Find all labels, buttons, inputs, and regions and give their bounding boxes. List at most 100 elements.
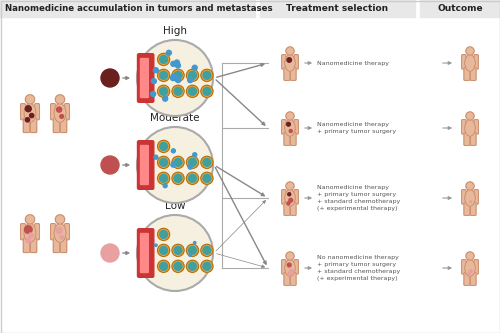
Circle shape [186, 244, 198, 256]
FancyBboxPatch shape [464, 202, 469, 215]
Text: Nanomedicine therapy
+ primary tumor surgery: Nanomedicine therapy + primary tumor sur… [317, 122, 396, 134]
Circle shape [101, 156, 119, 174]
Circle shape [286, 47, 294, 55]
Circle shape [192, 153, 196, 157]
Circle shape [288, 263, 291, 267]
Circle shape [174, 60, 180, 65]
Circle shape [26, 238, 30, 243]
Circle shape [172, 156, 184, 168]
FancyBboxPatch shape [282, 120, 286, 134]
Ellipse shape [465, 120, 475, 136]
Text: Nanomedicine therapy: Nanomedicine therapy [317, 61, 389, 66]
FancyBboxPatch shape [282, 260, 286, 274]
Circle shape [289, 269, 294, 274]
Circle shape [203, 174, 211, 182]
Circle shape [203, 262, 211, 270]
Circle shape [286, 182, 294, 190]
Circle shape [56, 95, 64, 104]
Circle shape [289, 130, 292, 133]
Circle shape [188, 71, 196, 79]
Circle shape [158, 260, 170, 272]
Circle shape [160, 230, 168, 238]
Circle shape [188, 165, 192, 169]
FancyBboxPatch shape [462, 190, 466, 204]
Circle shape [154, 155, 158, 159]
Circle shape [203, 87, 211, 95]
FancyBboxPatch shape [288, 256, 292, 261]
Circle shape [203, 246, 211, 254]
Circle shape [186, 85, 198, 97]
Circle shape [176, 63, 180, 68]
FancyBboxPatch shape [468, 117, 472, 121]
FancyBboxPatch shape [288, 186, 292, 191]
FancyBboxPatch shape [294, 120, 298, 134]
Ellipse shape [285, 120, 295, 136]
FancyBboxPatch shape [294, 55, 298, 69]
Circle shape [286, 122, 290, 126]
Ellipse shape [285, 260, 295, 276]
FancyBboxPatch shape [468, 186, 472, 191]
Circle shape [188, 262, 196, 270]
FancyBboxPatch shape [140, 59, 148, 98]
FancyBboxPatch shape [50, 104, 56, 120]
Circle shape [173, 76, 178, 81]
Circle shape [160, 159, 168, 166]
Circle shape [286, 252, 294, 260]
Circle shape [194, 241, 196, 244]
Text: High: High [163, 26, 187, 36]
Circle shape [188, 159, 196, 166]
Circle shape [289, 198, 292, 202]
Text: Nanomedicine accumulation in tumors and metastases: Nanomedicine accumulation in tumors and … [5, 4, 272, 13]
Circle shape [201, 172, 213, 184]
Circle shape [186, 172, 198, 184]
Circle shape [158, 244, 170, 256]
FancyBboxPatch shape [282, 55, 286, 69]
Ellipse shape [24, 104, 36, 122]
Circle shape [154, 244, 157, 246]
FancyBboxPatch shape [474, 190, 478, 204]
FancyBboxPatch shape [50, 224, 56, 240]
Ellipse shape [285, 190, 295, 206]
Ellipse shape [54, 104, 66, 122]
Circle shape [174, 174, 182, 182]
FancyBboxPatch shape [23, 238, 30, 252]
Circle shape [26, 215, 35, 224]
FancyBboxPatch shape [468, 256, 472, 261]
FancyBboxPatch shape [288, 117, 292, 121]
Text: Moderate: Moderate [150, 113, 200, 123]
FancyBboxPatch shape [468, 52, 472, 56]
FancyBboxPatch shape [464, 68, 469, 80]
FancyBboxPatch shape [284, 272, 290, 285]
Circle shape [24, 226, 32, 233]
Circle shape [160, 71, 168, 79]
FancyBboxPatch shape [138, 141, 154, 189]
Circle shape [171, 61, 176, 66]
Circle shape [201, 244, 213, 256]
Circle shape [466, 182, 474, 190]
FancyBboxPatch shape [290, 68, 296, 80]
FancyBboxPatch shape [140, 233, 148, 272]
Circle shape [174, 262, 182, 270]
Circle shape [172, 260, 184, 272]
Ellipse shape [54, 224, 66, 242]
Ellipse shape [285, 55, 295, 71]
FancyBboxPatch shape [284, 133, 290, 145]
Circle shape [158, 69, 170, 82]
Text: Low: Low [165, 201, 185, 211]
Text: Outcome: Outcome [437, 4, 483, 13]
Circle shape [56, 227, 62, 233]
FancyBboxPatch shape [290, 202, 296, 215]
Circle shape [158, 172, 170, 184]
FancyBboxPatch shape [288, 52, 292, 56]
Circle shape [166, 50, 172, 55]
Circle shape [466, 252, 474, 260]
Circle shape [158, 140, 170, 153]
Circle shape [203, 71, 211, 79]
Circle shape [160, 174, 168, 182]
Circle shape [152, 79, 156, 84]
FancyBboxPatch shape [464, 133, 469, 145]
Circle shape [172, 69, 184, 82]
FancyBboxPatch shape [284, 68, 290, 80]
Circle shape [160, 262, 168, 270]
FancyBboxPatch shape [470, 133, 476, 145]
